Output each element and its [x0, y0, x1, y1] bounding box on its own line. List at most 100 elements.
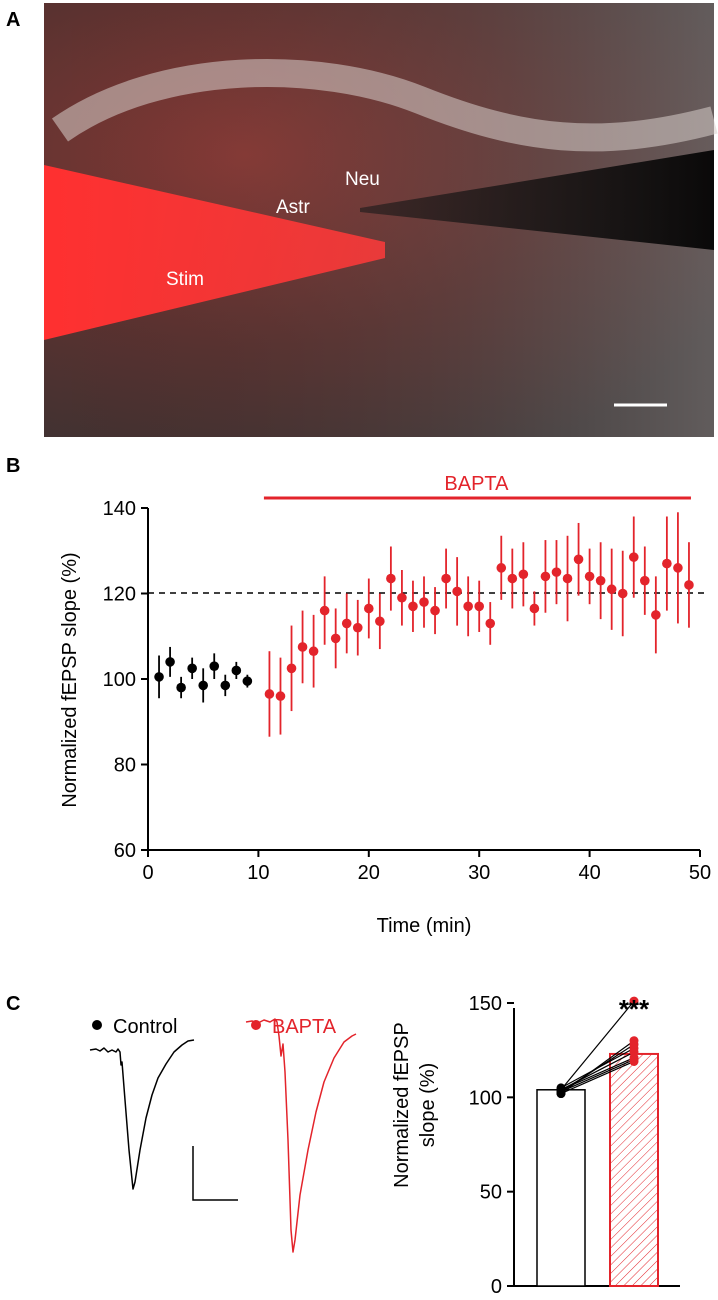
astr-label: Astr: [276, 197, 310, 218]
bapta-point: [286, 663, 297, 674]
control-pair-point: [556, 1085, 566, 1095]
b-y-ticks: 60 80 100 120 140: [103, 498, 148, 862]
legend-bapta-label: BAPTA: [272, 1016, 337, 1038]
bapta-point: [562, 573, 573, 584]
bapta-point: [617, 588, 628, 599]
b-x-tick-label: 0: [142, 862, 153, 884]
bapta-point: [673, 563, 683, 573]
b-x-ticks: 0 10 20 30 40 50: [142, 850, 711, 884]
cell-layer-band: [51, 59, 718, 152]
patch-pipette: [360, 150, 714, 250]
control-trace: [89, 1039, 195, 1190]
c-y-axis-title-line2: slope (%): [417, 1063, 439, 1147]
stim-electrode: [44, 165, 385, 340]
bapta-point: [684, 580, 694, 590]
bapta-point: [551, 567, 562, 577]
bapta-point: [606, 584, 617, 595]
b-x-tick-label: 40: [578, 862, 600, 884]
b-x-tick-label: 30: [468, 862, 490, 884]
neu-label: Neu: [345, 169, 380, 190]
control-point: [242, 676, 253, 686]
bapta-point: [352, 622, 363, 633]
bapta-point: [330, 633, 341, 644]
bapta-bar-label: BAPTA: [444, 473, 509, 495]
bar-bapta: [609, 1052, 659, 1287]
bapta-point: [441, 573, 451, 584]
bapta-point: [264, 689, 275, 699]
bapta-point: [507, 573, 518, 584]
paired-line: [560, 1060, 635, 1095]
bapta-point: [474, 601, 485, 612]
bapta-point: [364, 603, 374, 614]
bapta-point: [529, 603, 540, 614]
bapta-point: [397, 592, 407, 603]
bapta-point: [430, 605, 440, 616]
bapta-point: [518, 569, 529, 580]
paired-line: [560, 1040, 635, 1095]
control-point: [231, 665, 242, 676]
c-y-tick-label: 150: [469, 993, 502, 1015]
legend-control-marker: [92, 1020, 102, 1030]
bapta-point: [408, 601, 418, 612]
bapta-point: [485, 618, 496, 629]
b-x-axis-title: Time (min): [377, 915, 472, 937]
panel-a-letter: A: [6, 9, 20, 31]
control-point: [187, 663, 197, 674]
trace-scale-bar: [192, 1146, 238, 1201]
bapta-point: [419, 597, 429, 607]
bapta-pair-point: [629, 996, 639, 1006]
b-x-tick-label: 50: [689, 862, 711, 884]
bapta-point: [452, 586, 462, 597]
control-point: [220, 680, 231, 691]
significance-stars: ***: [619, 994, 650, 1024]
bapta-point: [297, 642, 308, 652]
c-paired-points: [556, 996, 639, 1099]
bapta-point: [573, 554, 584, 565]
bapta-point: [640, 575, 650, 586]
b-y-axis-title: Normalized fEPSP slope (%): [59, 552, 81, 807]
bapta-point: [584, 571, 595, 582]
bapta-point: [628, 552, 639, 562]
bapta-pair-point: [629, 1036, 639, 1046]
bapta-point: [319, 605, 330, 616]
b-y-tick-label: 120: [103, 584, 136, 606]
bapta-trace: [245, 1018, 357, 1253]
paired-line: [560, 1000, 635, 1091]
control-point: [154, 672, 164, 682]
bapta-point: [540, 571, 551, 582]
bapta-point: [275, 691, 286, 701]
bapta-point: [595, 575, 606, 586]
control-point: [176, 682, 186, 693]
b-data-points: [154, 512, 694, 737]
c-y-tick-label: 0: [491, 1276, 502, 1298]
panel-c-letter: C: [6, 993, 20, 1015]
c-y-axis-title-line1: Normalized fEPSP: [391, 1022, 413, 1188]
b-y-tick-label: 140: [103, 498, 136, 520]
b-y-tick-label: 60: [114, 840, 136, 862]
paired-line: [560, 1059, 635, 1093]
control-point: [198, 680, 208, 691]
c-y-ticks: 0 50 100 150: [469, 993, 514, 1298]
bapta-point: [662, 558, 672, 569]
bapta-point: [496, 563, 507, 573]
bapta-point: [386, 573, 396, 584]
micrograph: Neu Astr Stim: [44, 3, 718, 437]
stim-label: Stim: [166, 269, 204, 290]
paired-line: [560, 1044, 635, 1093]
control-point: [165, 657, 175, 667]
control-point: [209, 661, 220, 671]
legend-control-label: Control: [113, 1016, 177, 1038]
c-y-tick-label: 100: [469, 1087, 502, 1109]
bapta-point: [651, 610, 661, 620]
bapta-point: [308, 646, 319, 657]
b-x-tick-label: 10: [247, 862, 269, 884]
panel-b-letter: B: [6, 455, 20, 477]
b-y-tick-label: 80: [114, 755, 136, 777]
b-y-tick-label: 100: [103, 669, 136, 691]
bapta-point: [375, 616, 385, 627]
c-y-tick-label: 50: [480, 1182, 502, 1204]
bapta-point: [463, 601, 473, 612]
bapta-point: [341, 618, 352, 629]
b-x-tick-label: 20: [358, 862, 380, 884]
